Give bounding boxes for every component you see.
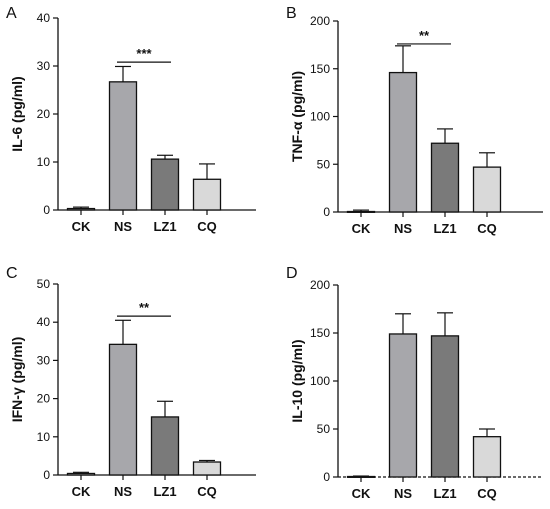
x-tick-label-c-ns: NS bbox=[114, 484, 132, 499]
bar-c-cq bbox=[192, 461, 222, 476]
bar-d-ns bbox=[388, 333, 418, 478]
significance-label-a: *** bbox=[136, 46, 152, 61]
y-tick-label-a-1: 10 bbox=[37, 155, 51, 169]
y-axis-label-a: IL-6 (pg/ml) bbox=[9, 76, 25, 151]
y-tick-label-c-3: 30 bbox=[37, 353, 51, 367]
panel-a: A 0 10 20 30 40 IL-6 (pg/ml) CK NS LZ1 CQ *** bbox=[6, 5, 256, 234]
bar-c-ck bbox=[66, 472, 96, 476]
x-tick-label-d-ck: CK bbox=[352, 486, 371, 501]
panel-letter-a: A bbox=[6, 5, 17, 22]
y-tick-label-b-4: 200 bbox=[310, 14, 330, 28]
y-axis-label-d: IL-10 (pg/ml) bbox=[289, 339, 305, 422]
bar-a-lz1 bbox=[150, 158, 180, 211]
panel-letter-c: C bbox=[6, 265, 18, 282]
panel-letter-d: D bbox=[286, 265, 298, 282]
y-tick-label-d-1: 50 bbox=[317, 422, 331, 436]
bar-d-cq bbox=[472, 436, 502, 478]
x-tick-label-b-ck: CK bbox=[352, 221, 371, 236]
y-tick-label-c-0: 0 bbox=[43, 468, 50, 482]
bar-c-lz1 bbox=[150, 416, 180, 476]
x-tick-label-a-lz1: LZ1 bbox=[153, 219, 176, 234]
y-tick-label-b-3: 150 bbox=[310, 62, 330, 76]
x-tick-label-b-ns: NS bbox=[394, 221, 412, 236]
y-tick-label-c-2: 20 bbox=[37, 392, 51, 406]
bar-c-ns bbox=[108, 343, 138, 476]
x-tick-label-b-lz1: LZ1 bbox=[433, 221, 456, 236]
significance-label-c: ** bbox=[139, 300, 150, 315]
bar-b-cq bbox=[472, 166, 502, 213]
y-tick-label-d-2: 100 bbox=[310, 374, 330, 388]
x-tick-label-b-cq: CQ bbox=[477, 221, 497, 236]
panel-b: B 0 50 100 150 200 TNF-α (pg/ml) CK NS LZ1 CQ ** bbox=[286, 5, 543, 236]
y-tick-label-b-1: 50 bbox=[317, 157, 331, 171]
panel-d: D 0 50 100 150 200 IL-10 (pg/ml) CK NS LZ1 CQ bbox=[286, 265, 543, 501]
y-tick-label-b-2: 100 bbox=[310, 110, 330, 124]
y-tick-label-a-4: 40 bbox=[37, 11, 51, 25]
bar-a-ns bbox=[108, 81, 138, 211]
x-tick-label-d-ns: NS bbox=[394, 486, 412, 501]
x-tick-label-a-cq: CQ bbox=[197, 219, 217, 234]
significance-label-b: ** bbox=[419, 28, 430, 43]
y-tick-label-d-0: 0 bbox=[323, 470, 330, 484]
x-tick-label-c-cq: CQ bbox=[197, 484, 217, 499]
x-tick-label-c-lz1: LZ1 bbox=[153, 484, 176, 499]
y-tick-label-a-3: 30 bbox=[37, 59, 51, 73]
y-tick-label-c-4: 40 bbox=[37, 315, 51, 329]
y-tick-label-c-5: 50 bbox=[37, 277, 51, 291]
y-tick-label-d-3: 150 bbox=[310, 326, 330, 340]
y-tick-label-a-2: 20 bbox=[37, 107, 51, 121]
x-tick-label-d-cq: CQ bbox=[477, 486, 497, 501]
x-tick-label-a-ns: NS bbox=[114, 219, 132, 234]
y-tick-label-d-4: 200 bbox=[310, 278, 330, 292]
bar-a-ck bbox=[66, 207, 96, 211]
bar-d-lz1 bbox=[430, 335, 460, 478]
y-tick-label-c-1: 10 bbox=[37, 430, 51, 444]
y-tick-label-b-0: 0 bbox=[323, 205, 330, 219]
bar-a-cq bbox=[192, 178, 222, 211]
x-tick-label-d-lz1: LZ1 bbox=[433, 486, 456, 501]
bar-b-lz1 bbox=[430, 142, 460, 213]
y-axis-label-c: IFN-γ (pg/ml) bbox=[9, 337, 25, 423]
bar-b-ns bbox=[388, 71, 418, 213]
x-tick-label-c-ck: CK bbox=[72, 484, 91, 499]
x-tick-label-a-ck: CK bbox=[72, 219, 91, 234]
y-tick-label-a-0: 0 bbox=[43, 203, 50, 217]
panel-c: C 0 10 20 30 40 50 IFN-γ (pg/ml) CK NS LZ1 CQ ** bbox=[6, 265, 256, 499]
y-axis-label-b: TNF-α (pg/ml) bbox=[289, 71, 305, 162]
panel-letter-b: B bbox=[286, 5, 297, 22]
